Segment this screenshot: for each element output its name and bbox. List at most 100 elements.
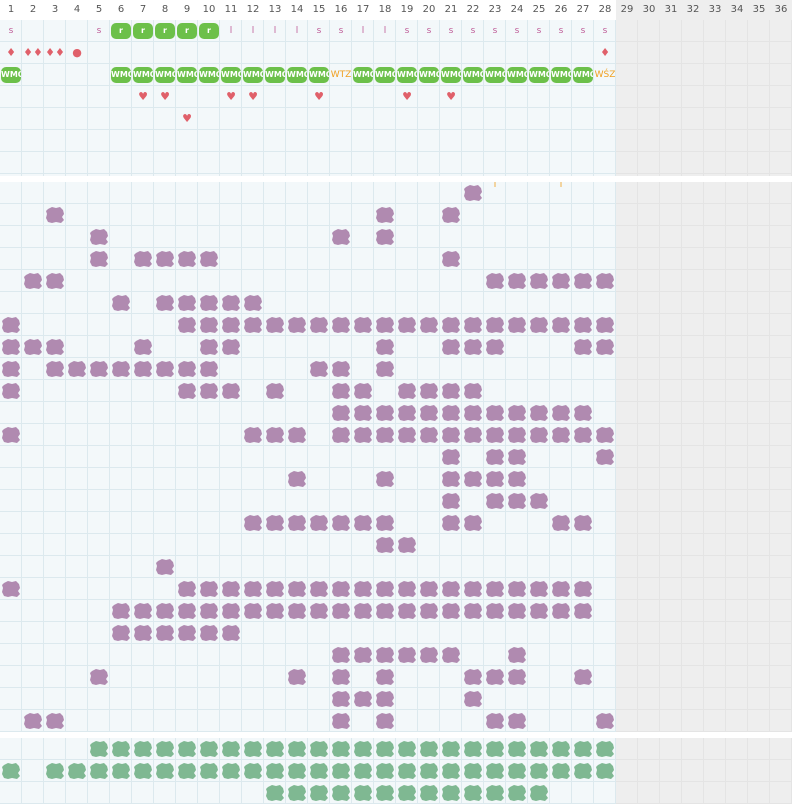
grid-cell[interactable] bbox=[418, 534, 440, 556]
code-row-badge[interactable]: WMO bbox=[375, 67, 395, 83]
grid-cell[interactable] bbox=[550, 336, 572, 358]
purple-entry[interactable] bbox=[397, 426, 417, 444]
green-entry[interactable] bbox=[419, 784, 439, 802]
grid-cell[interactable] bbox=[594, 512, 616, 534]
purple-entry[interactable] bbox=[221, 624, 241, 642]
grid-cell[interactable] bbox=[440, 666, 462, 688]
green-entry[interactable] bbox=[353, 740, 373, 758]
grid-cell[interactable] bbox=[22, 130, 44, 152]
grid-cell[interactable] bbox=[264, 130, 286, 152]
code-row-badge[interactable]: WMO bbox=[573, 67, 593, 83]
purple-entry[interactable] bbox=[155, 360, 175, 378]
grid-cell[interactable] bbox=[594, 534, 616, 556]
grid-cell[interactable] bbox=[660, 292, 682, 314]
grid-cell[interactable] bbox=[330, 86, 352, 108]
grid-cell[interactable] bbox=[616, 622, 638, 644]
grid-cell[interactable] bbox=[594, 42, 616, 64]
grid-cell[interactable] bbox=[616, 336, 638, 358]
grid-cell[interactable] bbox=[660, 512, 682, 534]
grid-cell[interactable] bbox=[418, 490, 440, 512]
grid-cell[interactable] bbox=[550, 42, 572, 64]
grid-cell[interactable] bbox=[242, 358, 264, 380]
grid-cell[interactable] bbox=[396, 226, 418, 248]
green-entry[interactable] bbox=[287, 740, 307, 758]
green-entry[interactable] bbox=[375, 740, 395, 758]
code-row-badge[interactable]: WMO bbox=[133, 67, 153, 83]
grid-cell[interactable] bbox=[704, 534, 726, 556]
grid-cell[interactable] bbox=[66, 108, 88, 130]
grid-cell[interactable] bbox=[110, 666, 132, 688]
grid-cell[interactable] bbox=[550, 446, 572, 468]
green-entry[interactable] bbox=[397, 740, 417, 758]
purple-entry[interactable] bbox=[1, 316, 21, 334]
grid-cell[interactable] bbox=[682, 108, 704, 130]
grid-cell[interactable] bbox=[770, 226, 792, 248]
purple-entry[interactable] bbox=[507, 448, 527, 466]
grid-cell[interactable] bbox=[594, 622, 616, 644]
grid-cell[interactable] bbox=[572, 534, 594, 556]
grid-cell[interactable] bbox=[352, 204, 374, 226]
grid-cell[interactable] bbox=[220, 152, 242, 174]
grid-cell[interactable] bbox=[616, 490, 638, 512]
grid-cell[interactable] bbox=[132, 644, 154, 666]
grid-cell[interactable] bbox=[682, 644, 704, 666]
grid-cell[interactable] bbox=[198, 270, 220, 292]
grid-cell[interactable] bbox=[484, 20, 506, 42]
grid-cell[interactable] bbox=[330, 130, 352, 152]
grid-cell[interactable] bbox=[242, 42, 264, 64]
grid-cell[interactable] bbox=[594, 490, 616, 512]
grid-cell[interactable] bbox=[462, 20, 484, 42]
green-entry[interactable] bbox=[485, 784, 505, 802]
grid-cell[interactable] bbox=[484, 534, 506, 556]
grid-cell[interactable] bbox=[660, 666, 682, 688]
grid-cell[interactable] bbox=[66, 42, 88, 64]
code-row-badge[interactable]: WMO bbox=[221, 67, 241, 83]
grid-cell[interactable] bbox=[352, 20, 374, 42]
grid-cell[interactable] bbox=[506, 358, 528, 380]
grid-cell[interactable] bbox=[110, 108, 132, 130]
purple-entry[interactable] bbox=[463, 580, 483, 598]
grid-cell[interactable] bbox=[726, 578, 748, 600]
grid-cell[interactable] bbox=[506, 248, 528, 270]
grid-cell[interactable] bbox=[748, 20, 770, 42]
grid-cell[interactable] bbox=[440, 86, 462, 108]
grid-cell[interactable] bbox=[660, 152, 682, 174]
grid-cell[interactable] bbox=[264, 622, 286, 644]
grid-cell[interactable] bbox=[396, 248, 418, 270]
grid-cell[interactable] bbox=[704, 424, 726, 446]
purple-entry[interactable] bbox=[507, 470, 527, 488]
grid-cell[interactable] bbox=[572, 490, 594, 512]
grid-cell[interactable] bbox=[572, 446, 594, 468]
grid-cell[interactable] bbox=[770, 644, 792, 666]
grid-cell[interactable] bbox=[0, 490, 22, 512]
grid-cell[interactable] bbox=[220, 204, 242, 226]
grid-cell[interactable] bbox=[748, 644, 770, 666]
grid-cell[interactable] bbox=[418, 20, 440, 42]
grid-cell[interactable] bbox=[704, 578, 726, 600]
grid-cell[interactable] bbox=[44, 578, 66, 600]
grid-cell[interactable] bbox=[110, 534, 132, 556]
grid-cell[interactable] bbox=[682, 270, 704, 292]
grid-cell[interactable] bbox=[220, 248, 242, 270]
purple-entry[interactable] bbox=[441, 338, 461, 356]
purple-entry[interactable] bbox=[199, 602, 219, 620]
grid-cell[interactable] bbox=[22, 666, 44, 688]
grid-cell[interactable] bbox=[770, 468, 792, 490]
grid-cell[interactable] bbox=[220, 402, 242, 424]
purple-entry[interactable] bbox=[595, 426, 615, 444]
grid-cell[interactable] bbox=[88, 20, 110, 42]
grid-cell[interactable] bbox=[396, 336, 418, 358]
grid-cell[interactable] bbox=[638, 468, 660, 490]
purple-entry[interactable] bbox=[199, 624, 219, 642]
grid-cell[interactable] bbox=[462, 270, 484, 292]
purple-entry[interactable] bbox=[375, 470, 395, 488]
purple-entry[interactable] bbox=[221, 294, 241, 312]
grid-cell[interactable] bbox=[704, 130, 726, 152]
green-entry[interactable] bbox=[353, 784, 373, 802]
grid-cell[interactable] bbox=[176, 42, 198, 64]
grid-cell[interactable] bbox=[638, 446, 660, 468]
grid-cell[interactable] bbox=[660, 490, 682, 512]
grid-cell[interactable] bbox=[572, 468, 594, 490]
grid-cell[interactable] bbox=[550, 248, 572, 270]
grid-cell[interactable] bbox=[374, 130, 396, 152]
